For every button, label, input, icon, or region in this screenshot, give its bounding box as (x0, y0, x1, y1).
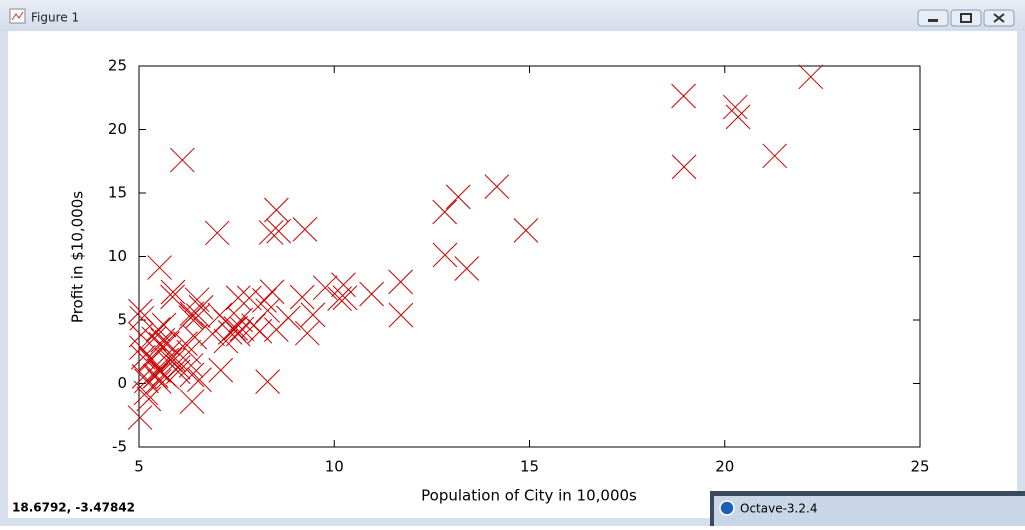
y-tick-label: 20 (108, 120, 127, 138)
x-marker (454, 256, 480, 281)
x-marker (133, 380, 159, 406)
x-marker (327, 286, 352, 312)
x-marker (204, 220, 230, 246)
x-marker (484, 174, 510, 199)
x-marker (725, 104, 751, 130)
x-marker (179, 362, 205, 388)
x-marker (156, 340, 182, 365)
x-marker (359, 281, 384, 307)
x-marker (169, 147, 195, 173)
x-marker (264, 197, 289, 223)
x-marker (146, 369, 172, 394)
x-marker (513, 218, 539, 243)
x-marker (388, 302, 414, 328)
taskbar-title-bar (714, 496, 1025, 526)
x-marker (151, 312, 177, 338)
maximize-button[interactable] (950, 9, 982, 27)
x-axis-label: Population of City in 10,000s (421, 487, 637, 505)
x-marker (128, 335, 154, 361)
window-icon-graph (11, 11, 24, 21)
y-tick-label: 5 (117, 311, 127, 329)
minimize-glyph (928, 19, 938, 22)
y-tick-label: 10 (108, 247, 127, 265)
x-tick-label: 25 (910, 458, 929, 476)
taskbar-window[interactable]: Octave-3.2.4 (710, 491, 1025, 526)
taskbar-title: Octave-3.2.4 (740, 502, 817, 516)
x-marker (798, 64, 824, 90)
x-marker (266, 218, 292, 244)
x-marker (130, 345, 156, 370)
x-marker (762, 143, 788, 169)
x-marker (292, 217, 318, 242)
x-marker (217, 320, 243, 345)
y-tick-label: 15 (108, 184, 127, 202)
x-tick-label: 5 (134, 458, 144, 476)
x-marker (258, 220, 284, 245)
x-marker (143, 363, 169, 389)
x-marker (236, 285, 262, 311)
x-marker (671, 83, 696, 109)
x-marker (173, 331, 198, 356)
x-marker (223, 315, 249, 341)
status-text: 18.6792, -3.47842 (12, 501, 135, 515)
x-marker (184, 287, 210, 313)
x-tick-label: 15 (520, 458, 539, 476)
x-marker (289, 284, 315, 310)
x-marker (312, 275, 338, 301)
y-tick-label: 25 (108, 57, 127, 75)
x-marker (432, 242, 458, 268)
x-marker (176, 339, 202, 365)
y-tick-label: 0 (117, 374, 127, 392)
window-title: Figure 1 (31, 11, 79, 25)
x-marker (255, 369, 280, 395)
plot-box (138, 65, 921, 448)
x-marker (229, 316, 255, 342)
window-buttons[interactable] (917, 9, 1015, 27)
x-marker (213, 328, 239, 354)
x-marker (225, 321, 251, 347)
x-marker (300, 302, 326, 328)
x-marker (445, 184, 471, 210)
x-marker (388, 269, 413, 295)
x-marker (138, 345, 164, 371)
x-marker (179, 389, 205, 414)
x-marker (131, 364, 157, 389)
x-marker (332, 285, 358, 311)
x-marker (147, 255, 172, 280)
x-marker (722, 94, 748, 120)
x-marker (185, 303, 211, 328)
x-marker (134, 368, 159, 394)
close-glyph (993, 13, 1005, 23)
x-marker (187, 367, 212, 393)
x-tick-label: 10 (325, 458, 344, 476)
x-marker (208, 357, 234, 383)
x-marker (129, 305, 155, 331)
x-marker (225, 285, 251, 311)
x-marker (252, 288, 277, 313)
x-marker (179, 301, 205, 327)
minimize-button[interactable] (917, 9, 949, 27)
y-tick-label: -5 (112, 438, 127, 456)
x-tick-label: 20 (715, 458, 734, 476)
x-marker (263, 317, 289, 342)
x-marker (160, 279, 186, 305)
x-marker (432, 199, 458, 225)
x-marker (294, 320, 320, 346)
x-marker (127, 405, 153, 430)
title-bar (0, 0, 1025, 31)
x-marker (154, 347, 179, 373)
maximize-glyph (960, 13, 972, 23)
x-marker (128, 298, 153, 324)
x-marker (671, 154, 697, 180)
octave-icon (719, 500, 735, 516)
x-marker (255, 298, 281, 323)
y-axis-label: Profit in $10,000s (69, 191, 87, 323)
